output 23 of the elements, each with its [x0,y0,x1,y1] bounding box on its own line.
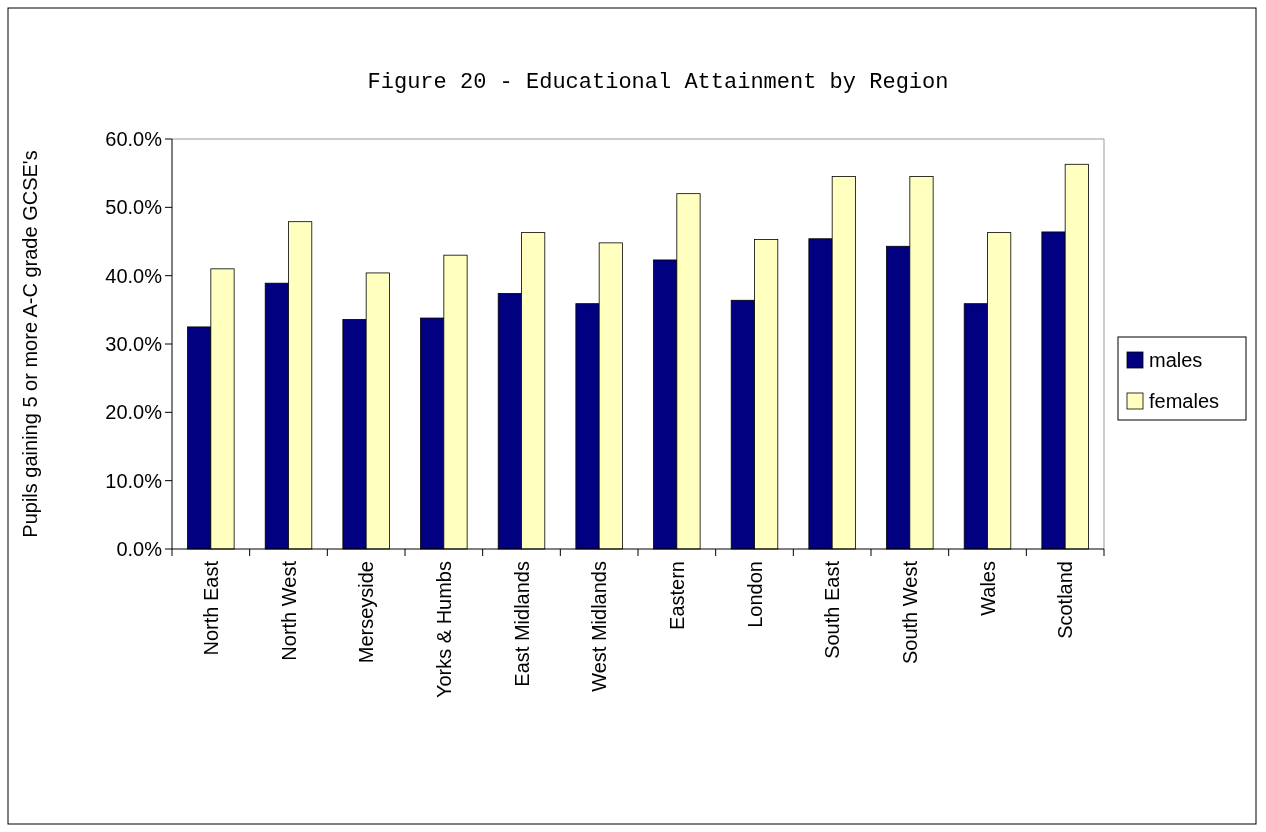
y-axis-title: Pupils gaining 5 or more A-C grade GCSE's [19,150,41,538]
y-tick-label: 0.0% [116,538,163,560]
y-tick-label: 60.0% [105,128,163,150]
x-tick-label: East Midlands [510,561,533,687]
x-tick-label: South West [898,560,921,665]
x-tick-label: North West [277,560,300,661]
y-tick-label: 40.0% [105,264,163,287]
legend-label: males [1149,349,1203,371]
x-tick-label: North East [199,560,222,656]
x-tick-label: Yorks & Humbs [432,561,455,699]
x-tick-label: Scotland [1054,561,1077,639]
y-tick-label: 50.0% [105,196,163,219]
legend-label: females [1149,390,1220,412]
x-tick-label: Merseyside [355,561,378,664]
y-tick-label: 30.0% [105,333,163,355]
x-tick-label: London [743,561,766,628]
y-tick-label: 20.0% [105,401,163,424]
x-tick-label: West Midlands [588,561,611,692]
x-tick-label: Eastern [665,561,688,630]
y-tick-label: 10.0% [105,469,163,492]
x-tick-label: South East [821,560,844,659]
x-tick-label: Wales [976,561,999,616]
chart-title: Figure 20 - Educational Attainment by Region [367,70,949,95]
